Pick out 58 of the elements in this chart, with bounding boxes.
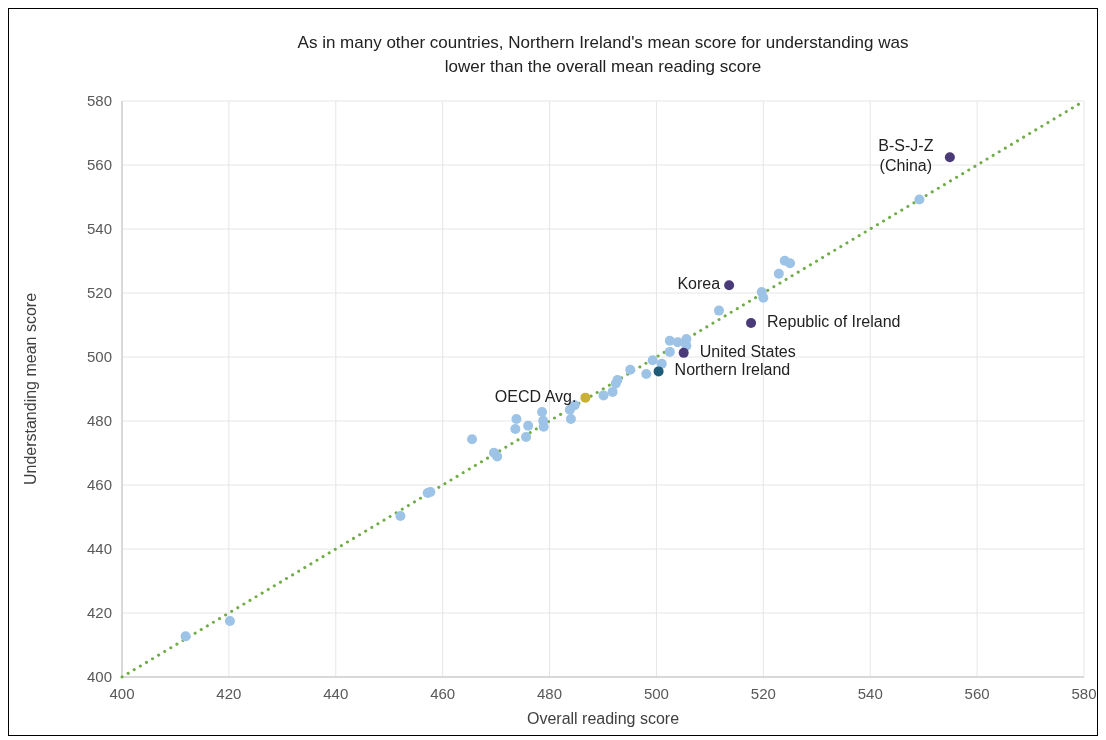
point (914, 194, 925, 205)
x-tick-label: 440 (323, 685, 349, 702)
point (521, 432, 532, 442)
y-tick-label: 440 (86, 540, 112, 558)
x-tick-label: 420 (216, 685, 242, 702)
x-tick-label: 540 (857, 685, 883, 702)
x-tick-label: 400 (109, 685, 135, 702)
point (537, 407, 548, 418)
x-tick-label: 480 (537, 685, 563, 702)
x-tick-label: 560 (964, 685, 990, 702)
y-axis-title: Understanding mean score (22, 292, 39, 486)
series-label: B-S-J-Z (China) (878, 137, 934, 175)
y-tick-label: 480 (86, 412, 112, 430)
point (785, 258, 796, 269)
point (678, 347, 689, 358)
point (607, 386, 618, 397)
series-label: Korea (677, 275, 721, 293)
y-tick-label: 560 (86, 156, 112, 174)
point (523, 420, 534, 431)
x-tick-label: 520 (750, 685, 776, 702)
series-label: OECD Avg. (494, 387, 577, 405)
point (647, 355, 658, 366)
x-tick-label: 500 (643, 685, 669, 702)
y-tick-label: 580 (86, 92, 112, 110)
series-label: Northern Ireland (674, 361, 791, 379)
x-axis-title: Overall reading score (526, 710, 680, 727)
point (664, 346, 675, 357)
point (598, 390, 609, 401)
series-label: Republic of Ireland (767, 313, 901, 331)
point (224, 616, 235, 626)
point (713, 305, 724, 316)
y-tick-label: 460 (86, 476, 112, 494)
x-tick-label: 460 (430, 685, 456, 702)
point (653, 366, 664, 377)
point (580, 392, 591, 403)
point (773, 268, 784, 279)
point (180, 631, 191, 642)
series-label: United States (699, 343, 796, 361)
point (656, 358, 667, 369)
point (492, 451, 503, 462)
y-tick-label: 420 (86, 604, 112, 622)
point (641, 368, 652, 379)
point (467, 434, 478, 445)
point (672, 337, 683, 348)
y-tick-label: 400 (86, 668, 112, 686)
point (625, 364, 636, 375)
y-tick-label: 500 (86, 348, 112, 366)
point (944, 152, 955, 163)
chart-title: As in many other countries, Northern Ireland's mean score for understanding was lower than the overall mean reading score (297, 33, 909, 76)
point (511, 414, 522, 425)
point (395, 511, 406, 522)
point (565, 414, 576, 425)
x-tick-label: 580 (1071, 685, 1097, 702)
point (724, 280, 735, 291)
y-tick-label: 520 (86, 284, 112, 302)
y-tick-label: 540 (86, 220, 112, 238)
point (510, 424, 521, 434)
point (746, 318, 757, 329)
